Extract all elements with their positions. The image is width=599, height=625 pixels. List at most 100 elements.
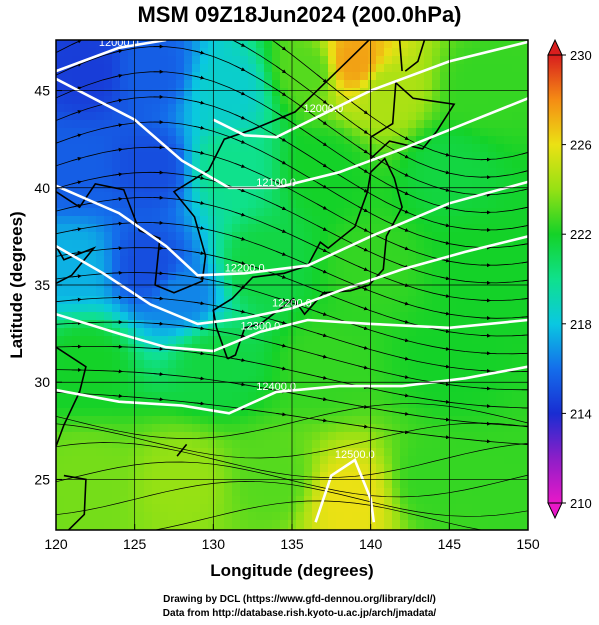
field-cell [104,488,113,497]
field-cell [112,136,121,145]
field-cell [240,280,249,289]
field-cell [192,288,201,297]
field-cell [128,64,137,73]
field-cell [440,360,449,369]
field-cell [136,48,145,57]
field-cell [448,504,457,513]
field-cell [136,128,145,137]
wind-arrow [194,326,205,331]
field-cell [464,136,473,145]
field-cell [64,216,73,225]
field-cell [112,488,121,497]
field-cell [272,56,281,65]
field-cell [368,456,377,465]
field-cell [480,160,489,169]
field-cell [336,304,345,313]
wind-arrow [194,200,205,205]
field-cell [400,400,409,409]
field-cell [520,392,528,401]
field-cell [280,416,289,425]
field-cell [144,280,153,289]
field-cell [424,424,433,433]
field-cell [160,448,169,457]
field-cell [312,64,321,73]
field-cell [216,472,225,481]
field-cell [408,48,417,57]
field-cell [376,392,385,401]
field-cell [96,192,105,201]
field-cell [376,528,385,530]
field-cell [264,416,273,425]
field-cell [512,168,521,177]
field-cell [96,528,105,530]
field-cell [360,104,369,113]
field-cell [328,440,337,449]
field-cell [160,496,169,505]
field-cell [392,512,401,521]
field-cell [512,480,521,489]
field-cell [384,240,393,249]
field-cell [88,152,97,161]
field-cell [200,48,209,57]
field-cell [168,88,177,97]
field-cell [408,368,417,377]
contour-label: 12000.0 [99,37,139,49]
field-cell [488,128,497,137]
field-cell [272,440,281,449]
field-cell [280,336,289,345]
field-cell [440,248,449,257]
field-cell [200,88,209,97]
field-cell [176,320,185,329]
field-cell [312,352,321,361]
field-cell [360,184,369,193]
field-cell [504,168,513,177]
field-cell [344,192,353,201]
field-cell [88,504,97,513]
field-cell [240,440,249,449]
field-cell [80,80,89,89]
field-cell [80,336,89,345]
field-cell [336,424,345,433]
field-cell [344,448,353,457]
field-cell [168,464,177,473]
wind-arrow [439,399,450,404]
field-cell [448,160,457,169]
field-cell [176,336,185,345]
field-cell [160,64,169,73]
field-cell [512,104,521,113]
field-cell [336,40,345,49]
field-cell [352,160,361,169]
field-cell [248,64,257,73]
field-cell [400,184,409,193]
field-cell [56,376,65,385]
field-cell [344,248,353,257]
field-cell [360,424,369,433]
field-cell [224,392,233,401]
y-tick-label: 30 [34,374,50,390]
field-cell [504,360,513,369]
field-cell [488,112,497,121]
field-cell [104,432,113,441]
field-cell [312,240,321,249]
field-cell [512,448,521,457]
field-cell [464,80,473,89]
field-cell [128,400,137,409]
wind-arrow [480,351,491,356]
field-cell [408,80,417,89]
field-cell [520,264,528,273]
field-cell [280,248,289,257]
field-cell [248,288,257,297]
field-cell [504,256,513,265]
field-cell [416,440,425,449]
field-cell [56,216,65,225]
field-cell [504,328,513,337]
field-cell [136,488,145,497]
field-cell [272,152,281,161]
field-cell [480,400,489,409]
field-cell [352,440,361,449]
field-cell [408,464,417,473]
field-cell [368,56,377,65]
field-cell [496,192,505,201]
field-cell [328,120,337,129]
field-cell [440,48,449,57]
